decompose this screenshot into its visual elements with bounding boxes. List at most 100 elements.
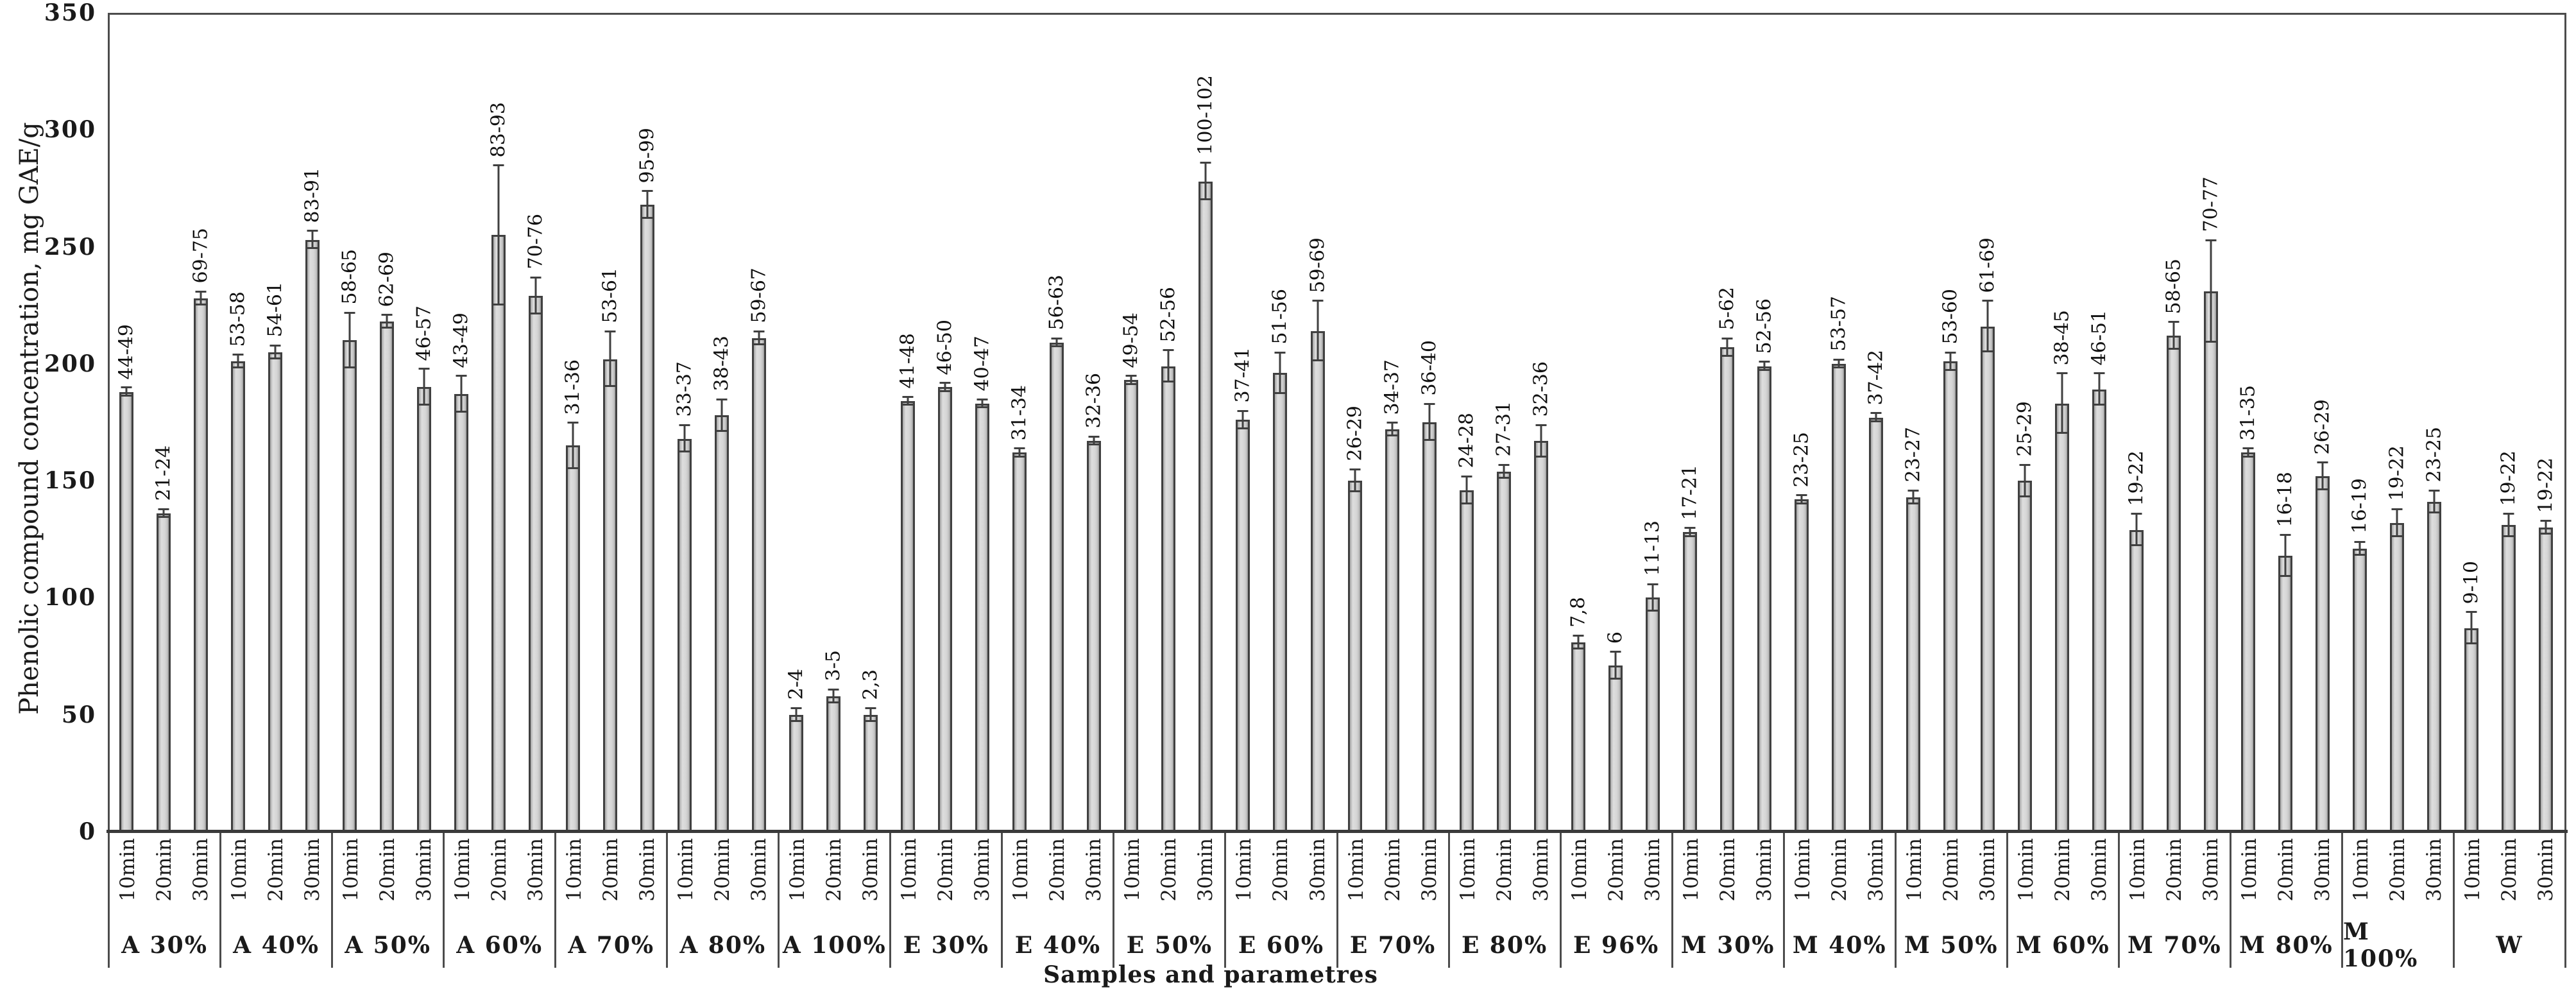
error-bar-cap-top: [1274, 351, 1286, 354]
minute-label-slot: 30min: [1970, 833, 2006, 927]
minute-label-row: 10min 20min 30min: [445, 833, 554, 927]
error-bar-cap-bottom: [567, 467, 579, 469]
group-name-label: A 60%: [456, 932, 543, 959]
bar-slot: 95-99: [629, 13, 666, 832]
bar-range-label: 36-40: [1417, 340, 1440, 396]
group-name-label: M 60%: [2015, 932, 2110, 959]
bar-slot: 38-43: [703, 13, 740, 832]
y-axis-line: [108, 13, 110, 832]
bar: [715, 415, 729, 832]
error-bar-cap-top: [1535, 424, 1547, 426]
bar-slot: 59-69: [1299, 13, 1336, 832]
bar-slot: 52-56: [1150, 13, 1187, 832]
error-bar-cap-top: [2168, 321, 2179, 323]
error-bar-cap-bottom: [2317, 488, 2328, 490]
minute-label: 30min: [636, 838, 660, 902]
error-bar-cap-bottom: [977, 406, 988, 409]
bar-range-label: 31-34: [1008, 384, 1031, 441]
bar-group: 43-49 83-93 70-76: [443, 13, 554, 832]
minute-label: 10min: [2014, 838, 2038, 902]
group-cell: 10min 20min 30min A 70%: [554, 833, 666, 968]
error-bar-cap-bottom: [828, 701, 839, 703]
bar-slot: 46-57: [405, 13, 443, 832]
minute-label-slot: 10min: [1226, 833, 1263, 927]
group-name-label: E 96%: [1573, 932, 1660, 959]
bar-range-label: 40-47: [971, 336, 994, 391]
minute-label-slot: 30min: [2305, 833, 2341, 927]
error-bar-cap-bottom: [1312, 359, 1323, 362]
error-bar-cap-bottom: [1684, 535, 1696, 537]
minute-label: 10min: [1456, 838, 1480, 902]
error-bar: [2172, 322, 2175, 350]
error-bar-cap-bottom: [1870, 420, 1882, 422]
bar-slot: 70-76: [517, 13, 554, 832]
minute-label: 20min: [1269, 838, 1293, 902]
error-bar-cap-top: [679, 424, 690, 426]
bar-range-label: 51-56: [1268, 289, 1292, 345]
minute-label-slot: 20min: [2045, 833, 2081, 927]
bar-group: 7,8 6 11-13: [1560, 13, 1671, 832]
error-bar: [1317, 300, 1318, 362]
bar-slot: 46-51: [2081, 13, 2118, 832]
bar: [1980, 326, 1995, 832]
minute-label: 30min: [189, 838, 213, 902]
plot-border-right: [2564, 13, 2566, 834]
bar-range-label: 2-4: [785, 669, 808, 700]
bar-group: 24-28 27-31 32-36: [1448, 13, 1560, 832]
error-bar: [1763, 361, 1766, 371]
bar-range-label: 70-77: [2199, 176, 2222, 232]
bar: [380, 322, 395, 832]
error-bar: [1540, 424, 1542, 458]
bar-slot: 44-49: [108, 13, 145, 832]
group-cell: 10min 20min 30min E 70%: [1336, 833, 1448, 968]
minute-label: 30min: [1417, 838, 1441, 902]
bar-slot: 2,3: [852, 13, 889, 832]
minute-label-row: 10min 20min 30min: [1562, 833, 1671, 927]
error-bar-cap-top: [381, 314, 393, 316]
minute-label: 30min: [1306, 838, 1329, 902]
error-bar: [2284, 535, 2287, 577]
error-bar-cap-bottom: [679, 451, 690, 453]
error-bar: [869, 707, 872, 722]
error-bar-cap-bottom: [716, 429, 728, 432]
minute-label: 30min: [1529, 838, 1553, 902]
bar-range-label: 83-91: [301, 167, 324, 223]
error-bar: [2247, 448, 2249, 458]
error-bar: [1949, 352, 1952, 371]
minute-label-slot: 30min: [1076, 833, 1113, 927]
error-bar: [2396, 508, 2398, 537]
bar: [1645, 597, 1660, 832]
bar-slot: 17-21: [1671, 13, 1709, 832]
error-bar-cap-top: [2317, 461, 2328, 463]
bar-group: 17-21 5-62 52-56: [1671, 13, 1783, 832]
error-bar-cap-top: [121, 386, 132, 389]
group-name-label: M 70%: [2128, 932, 2222, 959]
minute-label: 30min: [413, 838, 436, 902]
bar-slot: 16-19: [2341, 13, 2378, 832]
bar-group: 16-19 19-22 23-25: [2341, 13, 2453, 832]
error-bar-cap-bottom: [1200, 198, 1211, 200]
minute-label-slot: 20min: [928, 833, 964, 927]
bar-range-label: 31-36: [561, 359, 584, 415]
minute-label-slot: 20min: [816, 833, 853, 927]
error-bar-cap-bottom: [1349, 490, 1361, 493]
minute-label-slot: 10min: [333, 833, 370, 927]
y-tick-label: 250: [44, 233, 96, 261]
group-cell: 10min 20min 30min A 50%: [331, 833, 443, 968]
minute-label: 30min: [2087, 838, 2111, 902]
bar: [752, 338, 767, 832]
y-axis-title: Phenolic compound concentration, mg GAE/…: [15, 122, 44, 715]
minute-label-slot: 10min: [2120, 833, 2156, 927]
error-bar: [1204, 162, 1207, 200]
group-cell: 10min 20min 30min W: [2452, 833, 2567, 968]
error-bar: [1726, 338, 1728, 357]
minute-label: 20min: [934, 838, 958, 902]
minute-label-row: 10min 20min 30min: [780, 833, 889, 927]
error-bar: [2507, 513, 2510, 537]
bar: [1906, 497, 1920, 832]
minute-label-slot: 20min: [1151, 833, 1188, 927]
bar: [2240, 452, 2255, 832]
error-bar-cap-top: [1907, 489, 1919, 492]
y-tick-label: 0: [78, 818, 96, 845]
minute-label-slot: 20min: [1487, 833, 1523, 927]
